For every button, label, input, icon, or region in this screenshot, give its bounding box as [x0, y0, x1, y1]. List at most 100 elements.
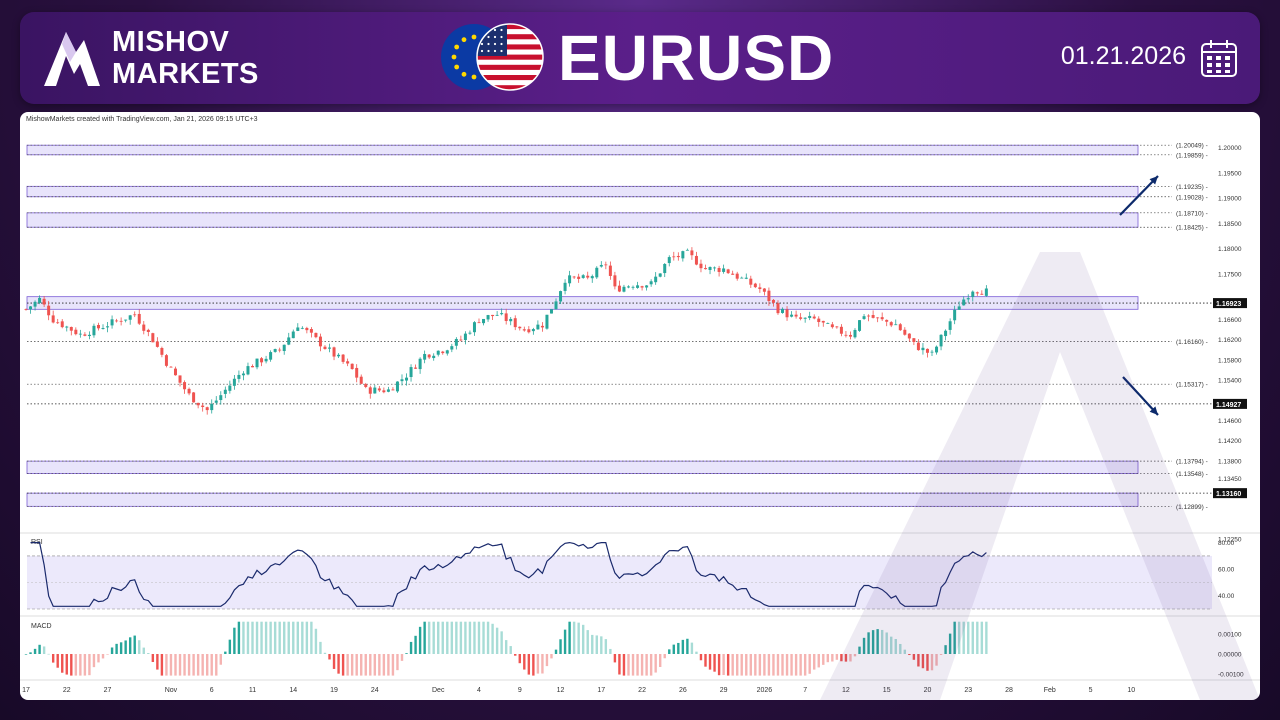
- candle-body: [115, 320, 119, 322]
- macd-bar: [862, 637, 866, 654]
- macd-bar: [885, 632, 888, 654]
- macd-bar: [332, 654, 336, 669]
- candle-body: [106, 326, 110, 328]
- macd-bar: [726, 654, 730, 676]
- price-tick-label: 1.14600: [1218, 418, 1242, 425]
- candle-body: [554, 301, 558, 310]
- candle-body: [391, 389, 395, 391]
- candle-body: [894, 324, 898, 326]
- candle-body: [540, 325, 544, 328]
- candle-body: [776, 303, 780, 314]
- candle-body: [237, 374, 241, 379]
- x-axis-label: 24: [371, 687, 379, 694]
- candle-body: [645, 285, 649, 288]
- candle-body: [318, 336, 322, 347]
- us-stripe: [477, 85, 543, 90]
- candle-body: [463, 333, 467, 341]
- us-star: [493, 35, 497, 39]
- macd-bar: [61, 654, 64, 673]
- candle-body: [56, 322, 60, 324]
- candle-body: [432, 355, 436, 359]
- macd-bar: [486, 621, 490, 654]
- macd-bar: [83, 654, 87, 676]
- us-stripe: [477, 64, 543, 70]
- candle-body: [24, 309, 28, 310]
- candle-body: [173, 368, 177, 376]
- candle-body: [948, 321, 952, 330]
- x-axis-label: 4: [477, 687, 481, 694]
- candle-body: [364, 384, 368, 387]
- macd-bar: [609, 648, 612, 654]
- candle-body: [482, 318, 486, 324]
- candle-body: [549, 309, 553, 314]
- candle-body: [377, 388, 381, 391]
- us-star: [487, 35, 490, 39]
- candle-body: [740, 277, 744, 279]
- macd-bar: [115, 643, 118, 654]
- candle-body: [753, 283, 757, 288]
- price-tick-label: 1.16200: [1218, 337, 1242, 344]
- macd-bar: [717, 654, 721, 676]
- macd-bar: [627, 654, 630, 676]
- macd-bar: [790, 654, 793, 676]
- macd-bar: [509, 646, 512, 654]
- macd-bar: [206, 654, 209, 676]
- macd-bar: [133, 635, 136, 654]
- macd-bar: [871, 630, 875, 654]
- macd-bar: [554, 649, 558, 654]
- x-axis-label: Dec: [432, 687, 445, 694]
- candle-body: [658, 273, 662, 277]
- analysis-date: 01.21.2026: [1060, 42, 1186, 70]
- x-axis-label: 14: [289, 687, 297, 694]
- macd-bar: [219, 654, 222, 665]
- price-chart[interactable]: (1.20049) - (1.19859) - (1.19235) - (1.1902…: [20, 112, 1260, 700]
- candle-body: [713, 267, 717, 269]
- macd-bar: [976, 621, 979, 654]
- rsi-line: [30, 541, 987, 607]
- pair-title: EURUSD: [558, 22, 835, 94]
- macd-bar: [455, 621, 458, 654]
- macd-bar: [654, 654, 657, 673]
- macd-bar: [640, 654, 644, 676]
- x-axis-label: 26: [679, 687, 687, 694]
- macd-bar: [939, 654, 943, 655]
- candle-body: [305, 327, 309, 331]
- candle-body: [214, 400, 218, 403]
- candle-body: [613, 275, 617, 287]
- macd-bar: [450, 621, 454, 654]
- arrow-head: [1149, 406, 1158, 415]
- macd-bar: [772, 654, 775, 676]
- macd-bar: [314, 628, 318, 654]
- us-star: [493, 42, 497, 46]
- candle-body: [513, 318, 517, 328]
- us-star: [487, 42, 490, 46]
- candle-body: [803, 317, 807, 319]
- candle-body: [472, 322, 476, 333]
- x-axis-label: 19: [330, 687, 338, 694]
- macd-bar: [396, 654, 399, 671]
- x-axis-label: 2026: [757, 687, 773, 694]
- macd-bar: [337, 654, 340, 674]
- macd-bar: [686, 638, 689, 654]
- macd-bar: [668, 649, 671, 654]
- macd-bar: [572, 621, 576, 654]
- candle-body: [169, 366, 173, 368]
- candle-body: [685, 249, 689, 251]
- candle-body: [409, 367, 413, 378]
- candle-body: [767, 290, 771, 302]
- macd-tick-label: 0.00100: [1218, 632, 1242, 639]
- candle-body: [781, 308, 785, 313]
- macd-bar: [695, 651, 698, 654]
- macd-bar: [74, 654, 78, 676]
- macd-bar: [387, 654, 390, 676]
- macd-bar: [459, 621, 463, 654]
- macd-bar: [935, 654, 938, 666]
- us-star: [493, 49, 497, 53]
- candle-body: [219, 395, 223, 401]
- candle-body: [368, 387, 372, 394]
- support-resistance-zone: [26, 460, 1139, 474]
- candle-body: [626, 286, 630, 288]
- eu-star: [471, 34, 477, 40]
- macd-bar: [736, 654, 739, 676]
- candle-body: [699, 263, 703, 269]
